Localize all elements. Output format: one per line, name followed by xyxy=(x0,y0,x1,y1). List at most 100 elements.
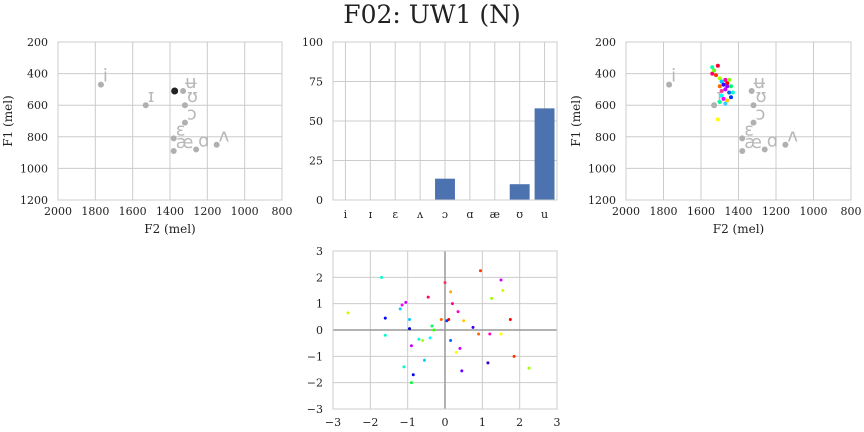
x-tick-label: ʊ xyxy=(516,208,523,221)
token-point xyxy=(527,366,531,370)
bar-chart-axes: i ɪ ɛ ʌ ɔ ɑ æ ʊ u 0 25 50 75 100 xyxy=(302,36,558,221)
vowel-label: ɪ xyxy=(716,86,723,107)
token-point xyxy=(725,98,730,103)
vowel-label: ɑ xyxy=(767,130,778,151)
vowel-mean-point xyxy=(739,148,746,155)
normalized-scatter-axes: −3 −2 −1 0 1 2 3 −3 −2 −1 0 1 2 3 xyxy=(307,245,561,429)
vowel-mean-point xyxy=(750,102,757,109)
y-tick-label: 800 xyxy=(27,131,48,144)
y-tick-label: 200 xyxy=(27,36,48,49)
y-tick-label: 1200 xyxy=(20,194,48,207)
token-point xyxy=(717,76,722,81)
x-tick-label: 800 xyxy=(841,205,862,218)
vowel-label: ʌ xyxy=(787,126,798,147)
x-tick-label: 2000 xyxy=(44,205,72,218)
y-tick-label: 75 xyxy=(309,76,323,89)
token-point xyxy=(725,81,730,86)
bar xyxy=(435,178,455,200)
y-tick-label: 50 xyxy=(309,115,323,128)
vowel-space-right-axes: 2000 1800 1600 1400 1200 1000 800 200 400 600 800 1… xyxy=(569,36,862,236)
vowel-mean-point xyxy=(170,135,177,142)
x-tick-label: i xyxy=(344,208,348,221)
vowel-mean-point xyxy=(181,119,188,126)
token-point xyxy=(710,65,715,70)
token-point xyxy=(404,300,408,304)
y-tick-label: −3 xyxy=(307,403,323,416)
vowel-label: ɑ xyxy=(198,130,209,151)
token-point xyxy=(486,361,490,365)
token-point xyxy=(723,87,728,92)
token-point xyxy=(723,101,728,106)
token-point xyxy=(449,290,453,294)
token-point xyxy=(428,336,432,340)
vowel-mean-point xyxy=(782,141,789,148)
x-tick-label: 1400 xyxy=(725,205,753,218)
x-tick-label: 1600 xyxy=(119,205,147,218)
vowel-label: ɔ xyxy=(756,104,766,125)
token-point xyxy=(421,339,425,343)
bar xyxy=(509,184,530,200)
x-tick-label: 1000 xyxy=(800,205,828,218)
x-tick-label: −2 xyxy=(362,416,378,429)
token-point xyxy=(383,333,387,337)
token-point xyxy=(456,310,460,314)
vowel-label: ʊ xyxy=(187,86,198,107)
x-tick-label: 2000 xyxy=(612,205,640,218)
y-tick-label: 200 xyxy=(595,36,616,49)
y-tick-label: 800 xyxy=(595,131,616,144)
vowel-mean-point xyxy=(97,81,104,88)
y-tick-label: 2 xyxy=(316,271,323,284)
token-point xyxy=(477,332,481,336)
token-point xyxy=(380,275,384,279)
x-tick-label: 800 xyxy=(272,205,293,218)
y-tick-label: −1 xyxy=(307,350,323,363)
token-point xyxy=(727,90,732,95)
y-axis-label: F1 (mel) xyxy=(1,95,15,146)
vowel-mean-point xyxy=(142,102,149,109)
x-tick-label: 2 xyxy=(516,416,523,429)
x-tick-label: 1200 xyxy=(193,205,221,218)
figure-title: F02: UW1 (N) xyxy=(343,0,521,29)
x-tick-label: 1 xyxy=(479,416,486,429)
y-tick-label: 100 xyxy=(302,36,323,49)
vowel-mean-point xyxy=(748,87,755,94)
token-point xyxy=(715,63,720,68)
vowel-mean-point xyxy=(666,81,673,88)
vowel-mean-point xyxy=(750,119,757,126)
vowel-label: æ xyxy=(744,132,762,153)
token-point xyxy=(721,96,726,101)
y-tick-label: 1000 xyxy=(588,162,616,175)
token-point xyxy=(417,337,421,341)
y-tick-label: 600 xyxy=(595,99,616,112)
token-point xyxy=(409,381,413,385)
x-tick-label: æ xyxy=(490,208,500,221)
y-axis-label: F1 (mel) xyxy=(569,95,583,146)
token-point xyxy=(449,339,453,343)
axes-frame xyxy=(332,41,558,201)
token-point xyxy=(730,90,735,95)
token-point xyxy=(439,317,443,321)
y-tick-label: 600 xyxy=(27,99,48,112)
x-tick-label: u xyxy=(541,208,548,221)
vowel-label: i xyxy=(671,66,676,87)
vowel-label: ʉ xyxy=(185,72,197,93)
x-tick-label: 3 xyxy=(554,416,561,429)
vowel-label: ɛ xyxy=(744,119,754,140)
token-point xyxy=(400,303,404,307)
vowel-mean-point xyxy=(213,141,220,148)
token-point xyxy=(490,296,494,300)
token-point xyxy=(408,317,412,321)
x-tick-label: ɑ xyxy=(466,208,473,221)
x-tick-label: 1800 xyxy=(650,205,678,218)
vowel-mean-point xyxy=(181,102,188,109)
token-point xyxy=(432,328,436,332)
x-tick-label: ɪ xyxy=(369,208,373,221)
x-tick-label: 1600 xyxy=(687,205,715,218)
y-tick-label: 0 xyxy=(316,324,323,337)
token-point xyxy=(729,95,733,100)
vowel-label: i xyxy=(103,66,108,87)
token-point xyxy=(508,317,512,321)
y-tick-label: 400 xyxy=(27,68,48,81)
token-point xyxy=(723,77,728,82)
